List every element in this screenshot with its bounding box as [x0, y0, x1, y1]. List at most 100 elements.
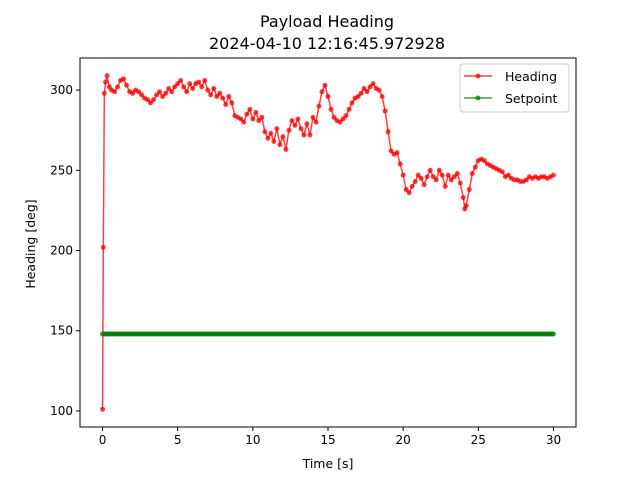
series-point-heading [277, 142, 283, 148]
series-point-heading [184, 89, 190, 95]
x-axis-ticks: 0 5 10 15 20 25 30 [99, 427, 561, 447]
series-point-heading [445, 172, 451, 178]
series-point-heading [469, 171, 475, 177]
y-tick-label: 100 [50, 404, 73, 418]
series-point-heading [454, 171, 460, 177]
series-point-heading [355, 94, 361, 99]
series-point-heading [421, 182, 427, 188]
series-point-heading [157, 89, 163, 95]
series-point-heading [295, 116, 301, 122]
series-point-heading [151, 97, 157, 103]
series-point-heading [136, 89, 142, 95]
series-point-heading [187, 81, 193, 87]
series-point-heading [130, 90, 136, 96]
series-point-heading [115, 84, 121, 90]
x-tick-label: 25 [471, 433, 486, 447]
series-point-heading [550, 172, 556, 178]
series-point-heading [337, 119, 343, 125]
y-tick-label: 300 [50, 83, 73, 97]
series-point-heading [175, 81, 181, 87]
y-tick-label: 200 [50, 244, 73, 258]
x-tick-label: 30 [546, 433, 561, 447]
series-point-heading [379, 94, 385, 99]
legend-setpoint-label: Setpoint [505, 91, 558, 106]
series-point-heading [172, 84, 178, 90]
legend-setpoint-marker [475, 95, 481, 101]
series-point-heading [298, 126, 304, 132]
series-point-heading [472, 164, 478, 170]
series-point-heading [163, 90, 169, 96]
series-point-heading [178, 77, 184, 83]
series-point-heading [448, 177, 454, 183]
series-point-heading [376, 87, 382, 93]
series-point-heading [403, 187, 409, 193]
series-point-setpoint [550, 331, 556, 337]
series-point-heading [394, 150, 400, 156]
series-point-heading [100, 244, 106, 250]
legend-heading-label: Heading [505, 69, 557, 84]
series-point-heading [316, 103, 322, 109]
series-point-heading [229, 100, 235, 106]
series-point-heading [271, 138, 277, 144]
x-axis-label: Time [s] [302, 456, 354, 471]
series-point-heading [104, 73, 110, 79]
series-point-heading [166, 85, 172, 91]
series-point-heading [259, 114, 265, 120]
x-tick-label: 0 [99, 433, 107, 447]
series-point-heading [418, 175, 424, 181]
series-point-heading [202, 77, 208, 83]
series-point-heading [304, 121, 310, 127]
series-point-heading [436, 167, 442, 173]
series-point-heading [196, 79, 202, 85]
y-axis-ticks: 100 150 200 250 300 [50, 83, 80, 418]
series-point-heading [145, 97, 151, 103]
x-tick-label: 10 [245, 433, 260, 447]
series-point-heading [124, 82, 130, 88]
series-point-heading [457, 180, 463, 186]
series-point-heading [319, 89, 325, 95]
series-point-heading [325, 94, 331, 99]
series-point-heading [253, 110, 259, 116]
series-point-heading [499, 169, 505, 175]
series-point-heading [463, 203, 469, 209]
series-point-heading [331, 114, 337, 120]
series-point-heading [310, 114, 316, 120]
series-point-heading [238, 116, 244, 122]
series-point-heading [367, 84, 373, 90]
series-point-heading [346, 106, 352, 112]
series-point-heading [148, 100, 154, 106]
series-point-heading [250, 116, 256, 122]
series-point-heading [340, 116, 346, 122]
series-point-heading [169, 89, 175, 95]
series-point-heading [382, 108, 388, 114]
series-point-heading [286, 127, 292, 133]
series-point-heading [424, 174, 430, 180]
series-point-heading [442, 183, 448, 189]
legend: Heading Setpoint [459, 63, 570, 113]
series-point-heading [160, 94, 166, 99]
series-point-heading [241, 119, 247, 125]
series-point-heading [181, 84, 187, 90]
series-point-heading [274, 126, 280, 132]
series-point-heading [400, 172, 406, 178]
series-point-heading [247, 106, 253, 112]
plot-frame [79, 57, 577, 428]
chart-title: Payload Heading [260, 12, 394, 31]
series-point-heading [211, 85, 217, 91]
series-point-heading [361, 85, 367, 91]
y-axis-label: Heading [deg] [23, 199, 38, 288]
series-point-heading [265, 135, 271, 141]
series-point-heading [244, 111, 250, 117]
series-point-heading [397, 161, 403, 167]
series-point-heading [301, 132, 307, 138]
series-point-heading [466, 187, 472, 193]
series-point-heading [199, 84, 205, 90]
series-point-heading [460, 195, 466, 201]
series-point-heading [103, 79, 109, 85]
legend-heading-marker [475, 73, 481, 79]
series-point-heading [101, 90, 107, 96]
x-tick-label: 20 [396, 433, 411, 447]
series-point-heading [430, 174, 436, 180]
series-point-heading [349, 100, 355, 106]
series-point-heading [439, 172, 445, 178]
